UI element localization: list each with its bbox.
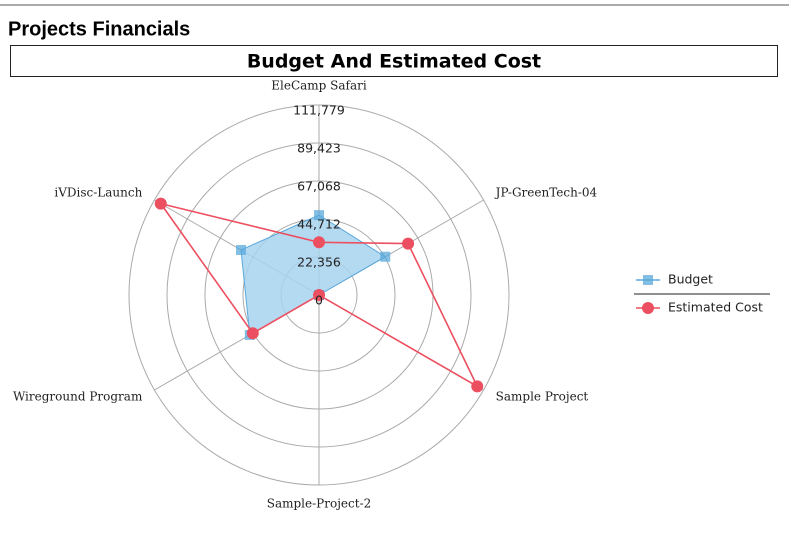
category-label: iVDisc-Launch [54,186,142,200]
category-label: EleCamp Safari [271,79,367,93]
legend-marker [642,302,654,314]
category-label: Sample Project [496,390,589,404]
marker [313,289,325,301]
marker [246,327,259,340]
marker [154,197,167,210]
marker [313,236,325,249]
marker [314,210,324,221]
legend-label: Budget [668,272,713,287]
legend-marker [643,275,653,285]
category-label: Sample-Project-2 [267,497,372,511]
tick-label: 22,356 [297,254,341,269]
marker [380,251,391,262]
tick-label: 0 [315,293,323,308]
tick-label: 44,712 [297,216,341,231]
page-title: Projects Financials [8,18,190,40]
tick-label: 89,423 [297,141,341,156]
chart-title: Budget And Estimated Cost [247,51,541,73]
marker [471,380,484,393]
tick-label: 67,068 [297,178,341,193]
legend-label: Estimated Cost [668,300,763,315]
category-label: Wireground Program [13,390,143,404]
series-area [240,215,386,335]
tick-label: 111,779 [293,103,345,118]
title-box [10,45,778,77]
category-label: JP-GreenTech-04 [494,186,598,200]
marker [235,244,246,255]
marker [402,237,415,250]
